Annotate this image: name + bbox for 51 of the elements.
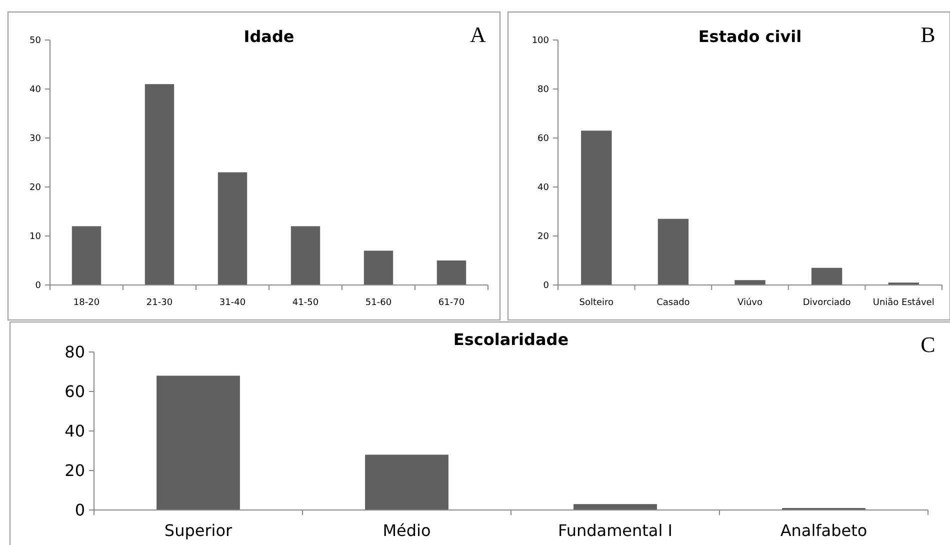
bar <box>436 260 466 285</box>
x-tick-label: Médio <box>382 521 431 540</box>
y-tick-label: 30 <box>30 134 42 144</box>
annotation: C <box>920 332 936 357</box>
bar <box>811 268 842 285</box>
bar <box>364 250 394 285</box>
x-tick-label: Casado <box>656 298 690 308</box>
annotation: B <box>920 22 936 47</box>
y-tick-label: 40 <box>30 85 42 96</box>
chart-title: Idade <box>244 27 294 46</box>
x-tick-label: Viúvo <box>738 297 763 308</box>
bar <box>581 130 612 285</box>
x-tick-label: Fundamental I <box>558 521 672 540</box>
x-tick-label: Divorciado <box>802 298 852 308</box>
bar <box>574 504 657 510</box>
y-tick-label: 20 <box>64 461 85 480</box>
y-tick-label: 20 <box>30 183 42 194</box>
y-tick-label: 80 <box>538 85 550 96</box>
y-tick-label: 100 <box>532 36 550 46</box>
x-tick-label: 31-40 <box>219 298 246 308</box>
bar <box>290 226 320 285</box>
x-tick-label: Analfabeto <box>780 521 868 540</box>
y-tick-label: 60 <box>64 382 85 402</box>
chart-title: Estado civil <box>698 27 802 46</box>
y-tick-label: 50 <box>30 36 42 46</box>
x-tick-label: 61-70 <box>438 298 465 308</box>
y-tick-label: 20 <box>538 232 550 242</box>
annotation: A <box>470 22 486 47</box>
x-tick-label: Solteiro <box>579 298 614 308</box>
y-tick-label: 40 <box>538 183 550 194</box>
y-tick-label: 0 <box>74 500 85 520</box>
bar <box>218 172 248 285</box>
y-tick-label: 10 <box>30 232 42 242</box>
y-tick-label: 0 <box>35 281 42 292</box>
bar <box>658 218 689 285</box>
bar <box>72 226 102 285</box>
bar <box>365 454 448 510</box>
x-tick-label: Superior <box>164 521 233 540</box>
y-tick-label: 0 <box>543 281 550 292</box>
x-tick-label: 21-30 <box>146 298 173 308</box>
y-tick-label: 60 <box>538 134 550 144</box>
chart-title: Escolaridade <box>453 330 569 349</box>
y-tick-label: 80 <box>64 342 85 362</box>
x-tick-label: 41-50 <box>292 298 319 308</box>
x-tick-label: União Estável <box>872 297 934 308</box>
x-tick-label: 18-20 <box>73 298 100 308</box>
y-tick-label: 40 <box>64 422 85 441</box>
x-tick-label: 51-60 <box>365 298 392 308</box>
bar <box>144 84 174 285</box>
bar <box>734 280 766 285</box>
bar <box>156 376 240 510</box>
